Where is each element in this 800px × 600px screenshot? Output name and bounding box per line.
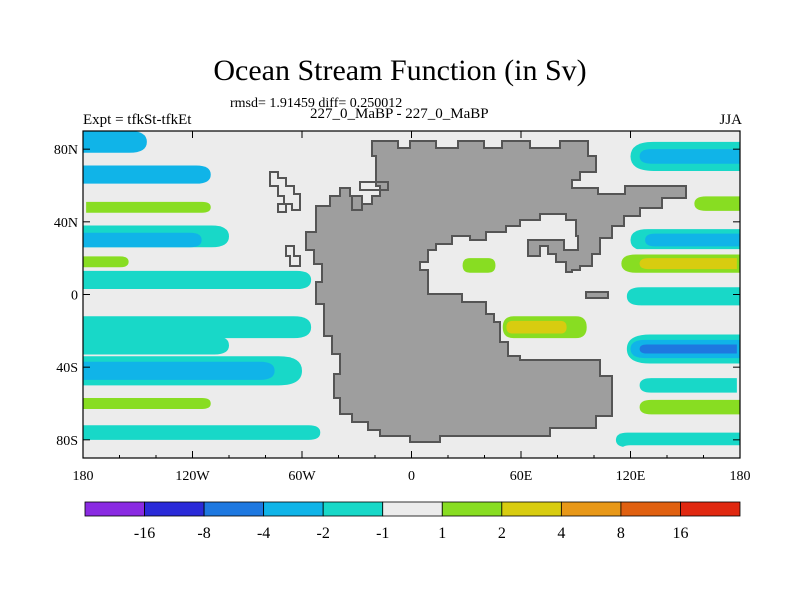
y-tick-label-0: 80N [54, 143, 78, 158]
colorbar-label-2: -4 [257, 525, 270, 542]
colorbar-swatch-9 [620, 501, 681, 517]
contour-band-32 [615, 432, 740, 448]
x-tick-label-1: 120W [175, 469, 210, 484]
colorbar-swatch-4 [322, 501, 384, 517]
contour-band-12 [83, 361, 275, 380]
stats-label: rmsd= 1.91459 diff= 0.250012 [230, 96, 403, 111]
contour-band-24 [639, 258, 737, 270]
contour-band-16 [83, 445, 312, 457]
contour-band-3 [86, 201, 211, 213]
contour-band-38 [506, 320, 567, 334]
colorbar-label-0: -16 [134, 525, 155, 542]
contour-band-8 [83, 270, 312, 290]
colorbar-label-7: 4 [557, 525, 565, 542]
contour-band-18 [639, 149, 740, 164]
contour-band-21 [645, 233, 740, 247]
y-tick-label-1: 40N [54, 216, 78, 231]
colorbar-swatch-10 [680, 501, 741, 517]
contour-band-33 [621, 445, 740, 457]
land-supercontinent [305, 140, 687, 443]
contour-band-9 [83, 316, 312, 339]
contour-band-29 [639, 378, 737, 393]
colorbar-label-5: 1 [438, 525, 446, 542]
contour-band-28 [639, 344, 737, 354]
colorbar-swatch-0 [84, 501, 145, 517]
period-label: 227_0_MaBP - 227_0_MaBP [310, 106, 489, 122]
contour-band-5 [83, 232, 202, 248]
chart-title: Ocean Stream Function (in Sv) [213, 54, 587, 87]
land-southern-peninsula [351, 195, 363, 211]
colorbar-swatch-2 [203, 501, 265, 517]
contour-band-14 [83, 398, 211, 409]
y-tick-label-4: 80S [56, 434, 78, 449]
y-tick-label-2: 0 [71, 289, 78, 304]
contour-band-19 [694, 196, 740, 211]
land-western-islands [269, 171, 301, 213]
contour-band-25 [626, 287, 740, 306]
x-tick-label-2: 60W [288, 469, 316, 484]
y-tick-label-3: 40S [56, 361, 78, 376]
land-eastern-island [585, 291, 609, 299]
colorbar-swatch-5 [382, 501, 443, 517]
contour-band-0 [83, 131, 147, 153]
colorbar-swatch-6 [441, 501, 503, 517]
season-label: JJA [719, 112, 742, 128]
colorbar-swatch-7 [501, 501, 562, 517]
x-tick-label-5: 120E [616, 469, 646, 484]
colorbar-label-8: 8 [617, 525, 625, 542]
colorbar-swatch-8 [560, 501, 622, 517]
colorbar-label-6: 2 [498, 525, 506, 542]
contour-band-31 [639, 399, 740, 415]
contour-band-10 [83, 336, 229, 355]
colorbar-swatch-3 [263, 501, 324, 517]
contour-band-1 [83, 165, 211, 184]
land-northern-island [359, 181, 389, 191]
contour-band-35 [462, 258, 496, 273]
colorbar-swatch-1 [144, 501, 205, 517]
colorbar-label-4: -1 [376, 525, 389, 542]
x-tick-label-3: 0 [408, 469, 415, 484]
colorbar-label-1: -8 [197, 525, 210, 542]
contour-band-15 [83, 425, 321, 440]
x-tick-label-6: 180 [730, 469, 751, 484]
land-western-coast-island [285, 245, 301, 267]
colorbar-label-9: 16 [672, 525, 688, 542]
contour-band-7 [83, 256, 129, 268]
x-tick-label-4: 60E [510, 469, 533, 484]
colorbar-label-3: -2 [317, 525, 330, 542]
x-tick-label-0: 180 [73, 469, 94, 484]
experiment-label: Expt = tfkSt-tfkEt [83, 112, 192, 128]
